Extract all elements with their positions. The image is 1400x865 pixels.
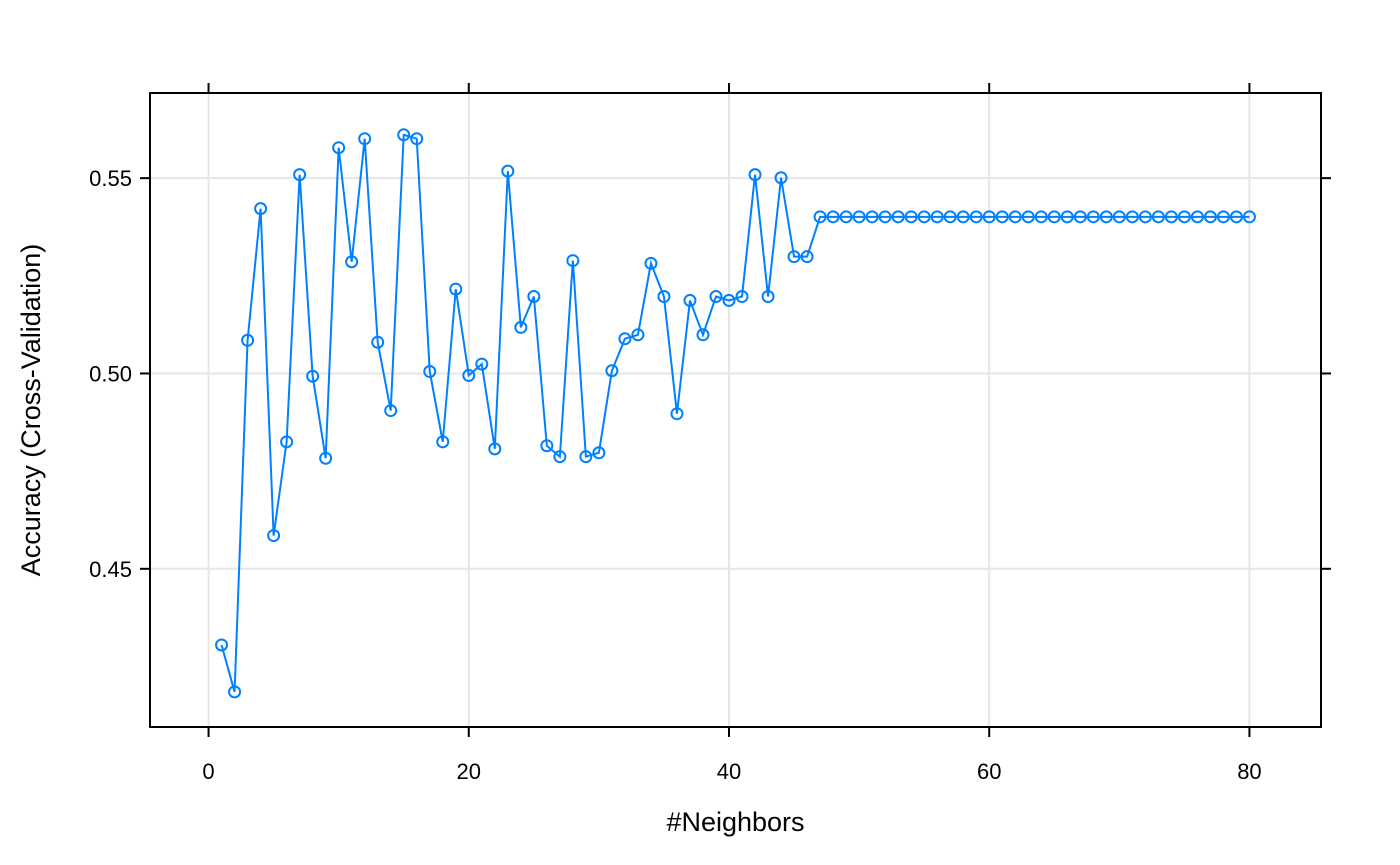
data-point bbox=[397, 128, 411, 142]
data-point bbox=[1216, 210, 1230, 224]
data-point bbox=[995, 210, 1009, 224]
data-point bbox=[683, 293, 697, 307]
data-point bbox=[436, 435, 450, 449]
data-point bbox=[865, 210, 879, 224]
data-point bbox=[1034, 210, 1048, 224]
data-point bbox=[748, 168, 762, 182]
data-point bbox=[709, 290, 723, 304]
data-point bbox=[1047, 210, 1061, 224]
data-point bbox=[1086, 210, 1100, 224]
x-tick-label: 80 bbox=[1237, 759, 1261, 784]
data-point bbox=[982, 210, 996, 224]
y-axis-title: Accuracy (Cross-Validation) bbox=[16, 244, 46, 577]
x-tick-label: 20 bbox=[457, 759, 481, 784]
data-point bbox=[735, 290, 749, 304]
data-point bbox=[1203, 210, 1217, 224]
accuracy-series-points bbox=[215, 128, 1256, 699]
data-point bbox=[644, 256, 658, 270]
data-point bbox=[1242, 210, 1256, 224]
data-point bbox=[1125, 210, 1139, 224]
y-tick-label: 0.50 bbox=[89, 361, 132, 386]
data-point bbox=[956, 210, 970, 224]
data-point bbox=[917, 210, 931, 224]
data-point bbox=[423, 365, 437, 379]
data-point bbox=[462, 368, 476, 382]
data-point bbox=[566, 254, 580, 268]
data-point bbox=[761, 290, 775, 304]
data-point bbox=[488, 442, 502, 456]
x-tick-label: 40 bbox=[717, 759, 741, 784]
data-point bbox=[787, 250, 801, 264]
data-point bbox=[722, 293, 736, 307]
data-point bbox=[280, 435, 294, 449]
data-point bbox=[657, 290, 671, 304]
y-tick-labels: 0.45 0.50 0.55 bbox=[89, 166, 132, 582]
data-point bbox=[943, 210, 957, 224]
data-point bbox=[475, 357, 489, 371]
data-point bbox=[306, 369, 320, 383]
data-point bbox=[592, 446, 606, 460]
data-point bbox=[215, 638, 229, 652]
data-point bbox=[1190, 210, 1204, 224]
data-point bbox=[904, 210, 918, 224]
x-axis-title: #Neighbors bbox=[666, 807, 804, 837]
data-point bbox=[449, 282, 463, 296]
data-point bbox=[826, 210, 840, 224]
data-point bbox=[358, 132, 372, 146]
data-point bbox=[618, 332, 632, 346]
y-tick-label: 0.55 bbox=[89, 166, 132, 191]
data-point bbox=[267, 529, 281, 543]
data-point bbox=[800, 250, 814, 264]
x-tick-label: 0 bbox=[202, 759, 214, 784]
data-point bbox=[839, 210, 853, 224]
data-point bbox=[579, 450, 593, 464]
data-point bbox=[1151, 210, 1165, 224]
data-point bbox=[696, 328, 710, 342]
grid-lines bbox=[150, 93, 1321, 727]
data-point bbox=[605, 364, 619, 378]
data-point bbox=[969, 210, 983, 224]
data-point bbox=[1112, 210, 1126, 224]
x-tick-labels: 0 20 40 60 80 bbox=[202, 759, 1261, 784]
data-point bbox=[371, 335, 385, 349]
data-point bbox=[540, 439, 554, 453]
data-point bbox=[345, 255, 359, 269]
data-point bbox=[1073, 210, 1087, 224]
data-point bbox=[631, 328, 645, 342]
data-point bbox=[1060, 210, 1074, 224]
data-point bbox=[813, 210, 827, 224]
data-point bbox=[1099, 210, 1113, 224]
accuracy-series-line bbox=[220, 133, 1250, 693]
data-point bbox=[1177, 210, 1191, 224]
data-point bbox=[410, 132, 424, 146]
data-point bbox=[930, 210, 944, 224]
data-point bbox=[553, 450, 567, 464]
data-point bbox=[1021, 210, 1035, 224]
data-point bbox=[852, 210, 866, 224]
data-point bbox=[319, 451, 333, 465]
x-tick-label: 60 bbox=[977, 759, 1001, 784]
axis-ticks bbox=[140, 83, 1331, 737]
data-point bbox=[501, 164, 515, 178]
data-point bbox=[878, 210, 892, 224]
data-point bbox=[254, 202, 268, 216]
data-point bbox=[228, 685, 242, 699]
data-point bbox=[514, 320, 528, 334]
data-point bbox=[891, 210, 905, 224]
data-point bbox=[1138, 210, 1152, 224]
plot-frame bbox=[149, 92, 1322, 728]
data-point bbox=[670, 407, 684, 421]
y-tick-label: 0.45 bbox=[89, 557, 132, 582]
data-point bbox=[1229, 210, 1243, 224]
data-point bbox=[241, 333, 255, 347]
data-point bbox=[527, 290, 541, 304]
data-point bbox=[332, 141, 346, 155]
data-point bbox=[774, 171, 788, 185]
data-point bbox=[1164, 210, 1178, 224]
data-point bbox=[1008, 210, 1022, 224]
data-point bbox=[293, 168, 307, 182]
data-point bbox=[384, 404, 398, 418]
